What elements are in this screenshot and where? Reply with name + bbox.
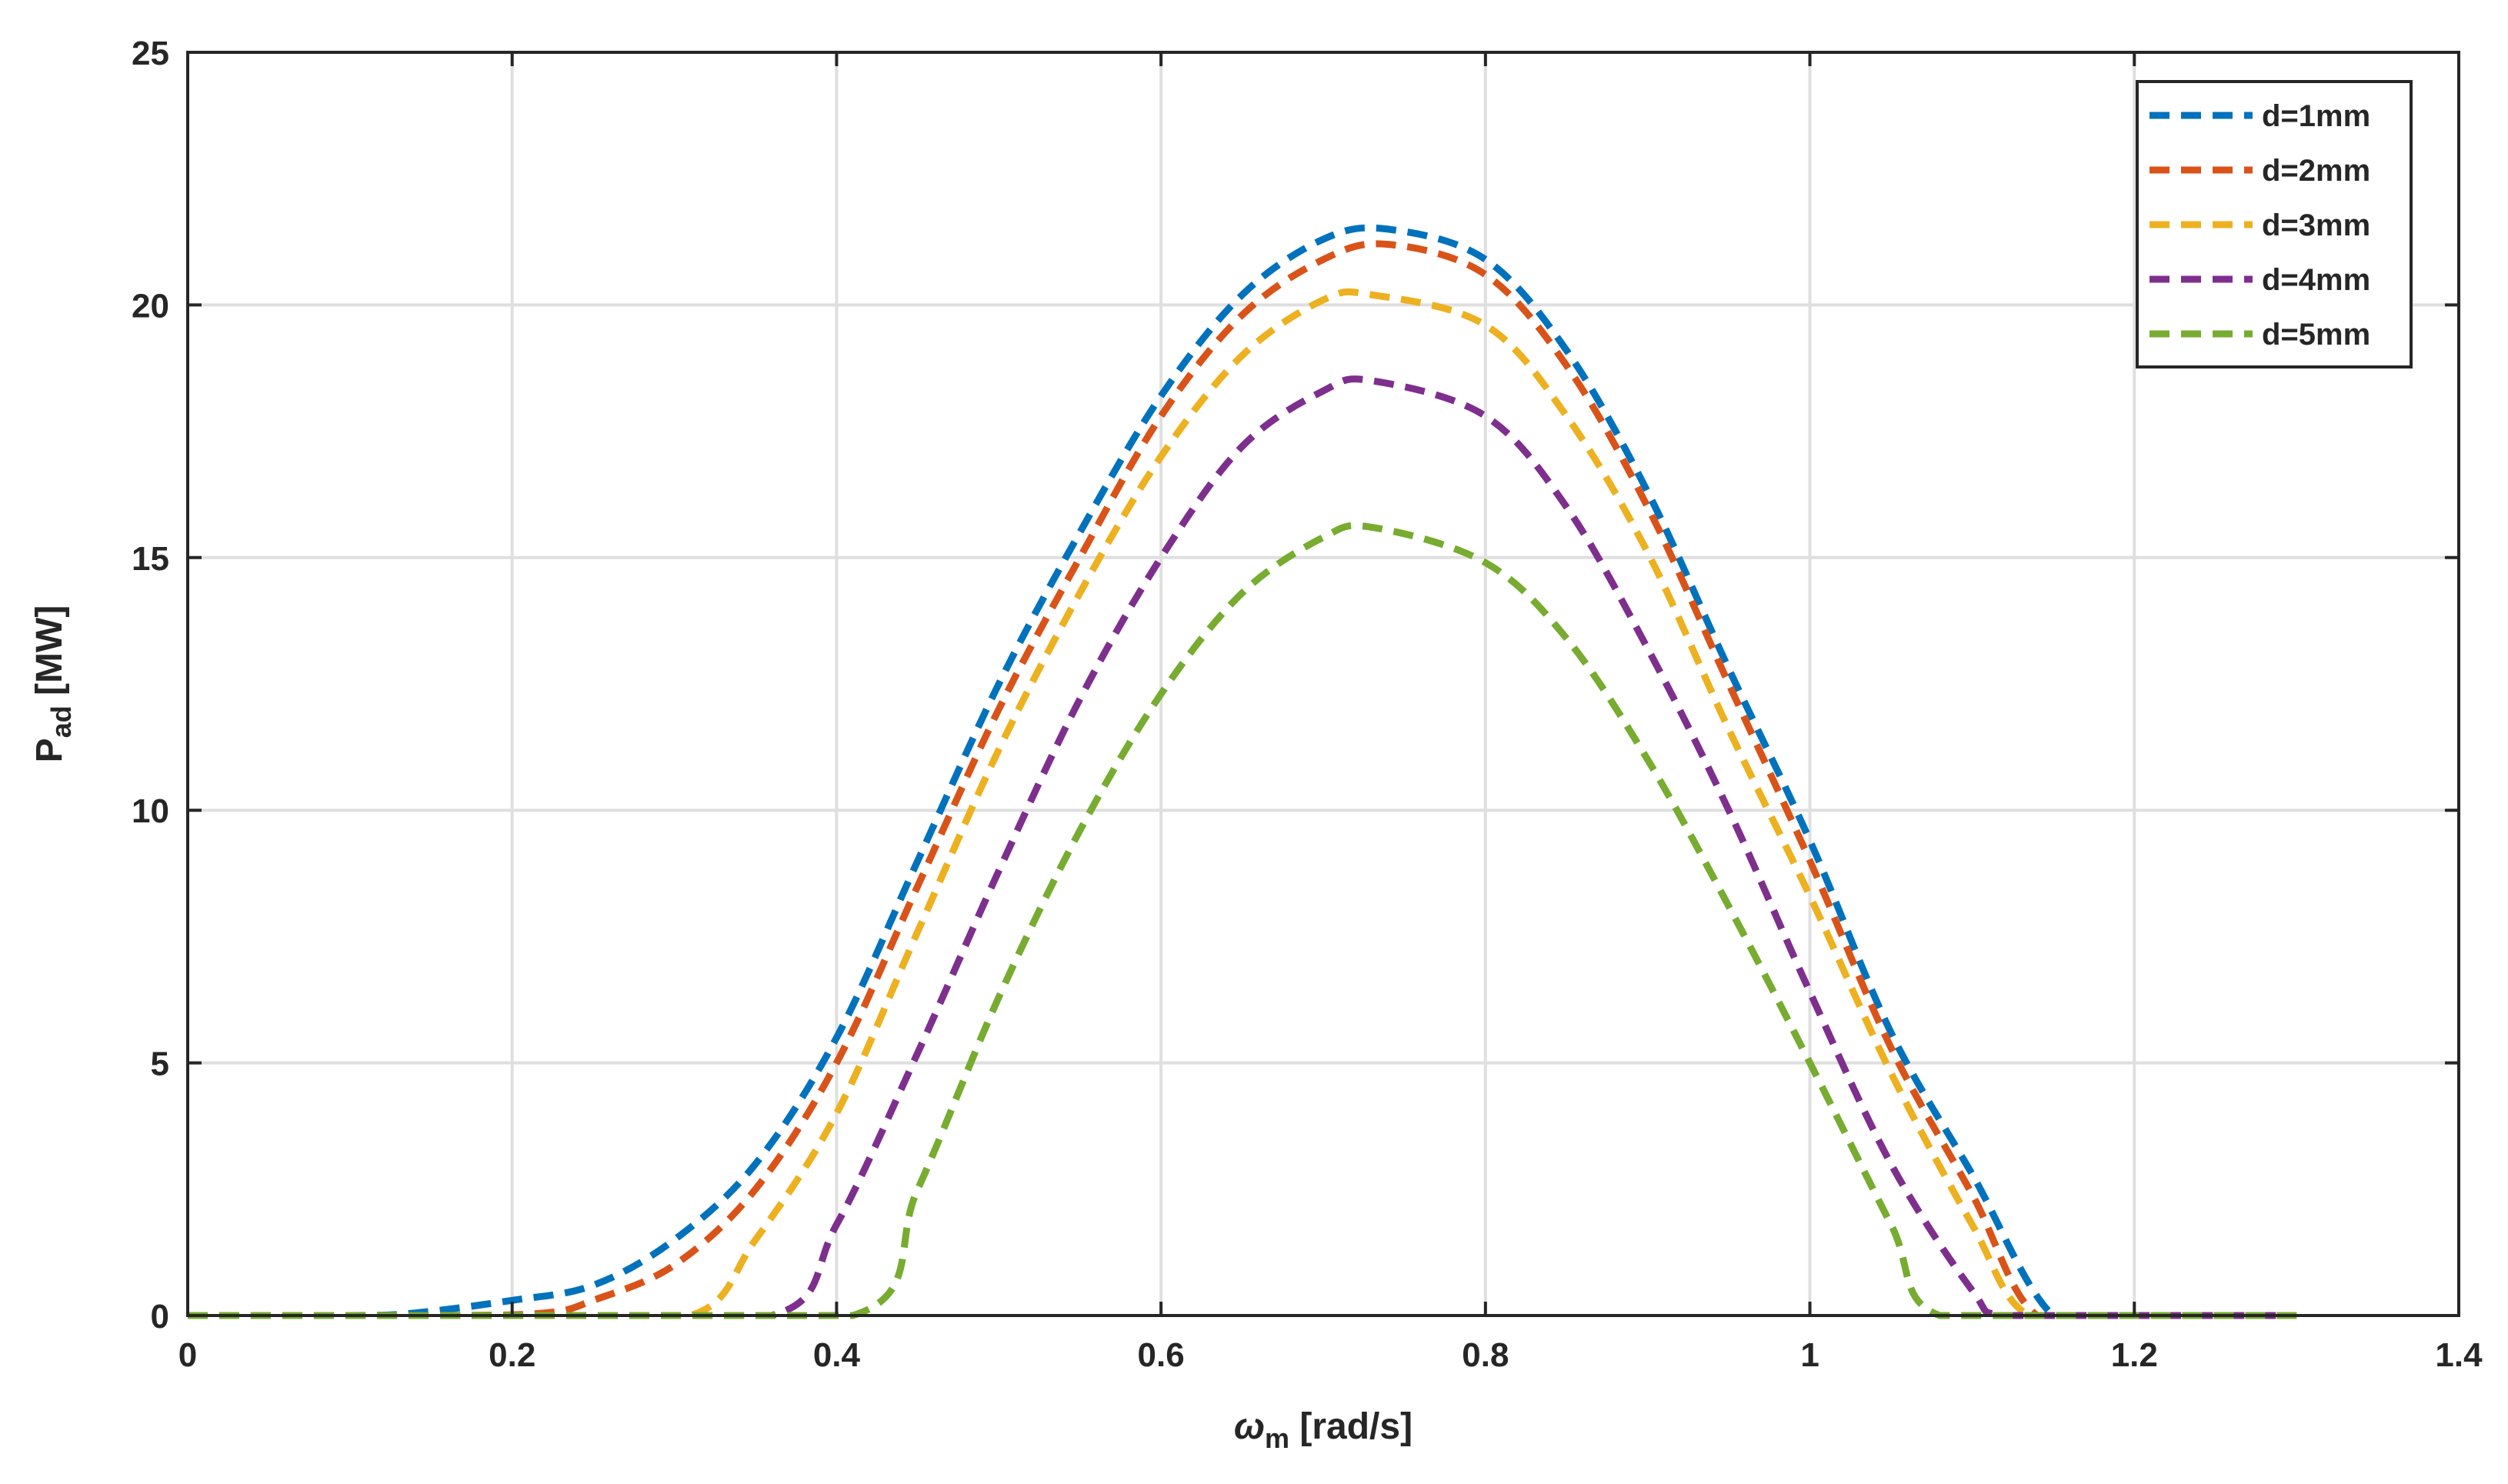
legend-item: d=5mm (2149, 318, 2370, 352)
x-axis-label-subscript: m (1265, 1422, 1289, 1454)
x-tick-label: 0.2 (489, 1336, 535, 1374)
legend-label: d=1mm (2262, 99, 2370, 133)
legend-items: d=1mm d=2mm d=3mm d=4mm d=5mm (2149, 99, 2370, 352)
legend: d=1mm d=2mm d=3mm d=4mm d=5mm (2136, 80, 2413, 368)
y-axis-label-subscript: ad (45, 705, 77, 738)
y-axis-label: Pad [MW] (29, 605, 77, 763)
y-tick-label: 0 (151, 1298, 169, 1336)
x-tick-label: 1.4 (2435, 1336, 2483, 1374)
x-tick-label: 1 (1800, 1336, 1819, 1374)
series-line-d=4mm (188, 375, 2297, 1319)
series-line-d=5mm (188, 522, 2297, 1319)
x-tick-label: 0 (178, 1336, 197, 1374)
y-tick-label: 5 (151, 1045, 169, 1083)
x-tick-label: 0.6 (1138, 1336, 1185, 1374)
y-tick-label: 25 (132, 35, 169, 72)
x-axis-label-unit: [rad/s] (1289, 1406, 1412, 1447)
series-line-d=1mm (188, 224, 2297, 1319)
series-line-d=2mm (188, 240, 2297, 1319)
y-tick-label: 10 (132, 792, 169, 830)
y-tick-label: 15 (132, 540, 169, 578)
x-axis-label: ωm [rad/s] (1234, 1406, 1412, 1454)
legend-item: d=4mm (2149, 263, 2370, 297)
y-axis-label-symbol: P (29, 738, 70, 762)
axis-ticks: 0 0.2 0.4 0.6 0.8 1 1.2 1.4 0 5 10 15 20 25 (132, 35, 2483, 1374)
legend-label: d=4mm (2262, 263, 2370, 297)
series-lines (188, 224, 2297, 1319)
grid (188, 52, 2459, 1316)
legend-label: d=5mm (2262, 318, 2370, 352)
x-tick-label: 1.2 (2111, 1336, 2158, 1374)
legend-item: d=1mm (2149, 99, 2370, 133)
y-axis-label-unit: [MW] (29, 605, 70, 706)
x-axis-label-symbol: ω (1234, 1406, 1265, 1447)
y-tick-label: 20 (132, 287, 169, 325)
x-tick-label: 0.8 (1462, 1336, 1509, 1374)
legend-label: d=2mm (2262, 154, 2370, 188)
x-tick-label: 0.4 (813, 1336, 861, 1374)
series-line-d=3mm (188, 288, 2297, 1319)
legend-label: d=3mm (2262, 208, 2370, 242)
plot-frame (186, 51, 2460, 1317)
legend-item: d=2mm (2149, 154, 2370, 188)
legend-item: d=3mm (2149, 208, 2370, 242)
